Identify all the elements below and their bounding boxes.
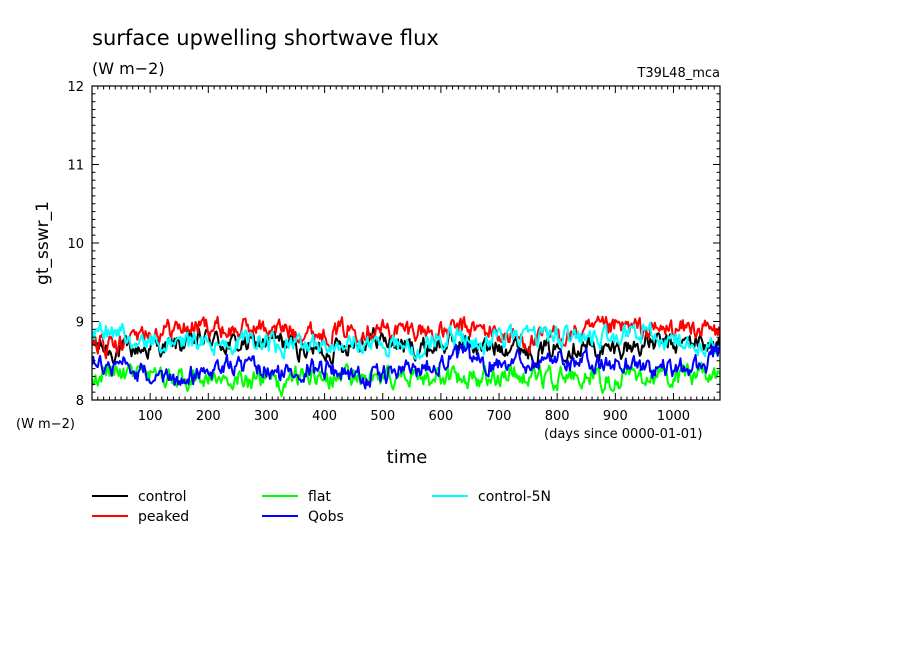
x-tick-label: 300 xyxy=(254,409,279,424)
legend-label-control: control xyxy=(138,489,187,505)
legend-label-peaked: peaked xyxy=(138,509,189,525)
chart-title: surface upwelling shortwave flux xyxy=(92,26,439,50)
plot-lines xyxy=(92,315,720,397)
y-tick-label: 9 xyxy=(76,316,84,331)
x-tick-label: 100 xyxy=(138,409,163,424)
x-tick-label: 700 xyxy=(487,409,512,424)
y-tick-label: 12 xyxy=(67,80,84,95)
legend: control peaked flat control-5N Qobs xyxy=(92,489,551,525)
axis-tick-labels: 100 200 300 400 500 600 700 800 900 1000 8 9 10 11 12 xyxy=(67,80,690,424)
axis-ticks xyxy=(92,86,720,400)
legend-label-control-5N: control-5N xyxy=(478,489,551,505)
legend-label-Qobs: Qobs xyxy=(308,509,344,525)
legend-label-flat: flat xyxy=(308,489,331,505)
x-tick-label: 900 xyxy=(603,409,628,424)
chart-subtitle: (W m−2) xyxy=(92,59,165,78)
y-tick-label: 10 xyxy=(67,237,84,252)
x-tick-label: 500 xyxy=(370,409,395,424)
y-axis-units: (W m−2) xyxy=(16,417,75,432)
x-axis-units: (days since 0000-01-01) xyxy=(544,427,702,442)
x-tick-label: 200 xyxy=(196,409,221,424)
x-tick-label: 400 xyxy=(312,409,337,424)
plot-frame xyxy=(91,85,721,401)
y-tick-label: 11 xyxy=(67,159,84,174)
series-line-peaked xyxy=(92,315,720,360)
run-label: T39L48_mca xyxy=(636,66,720,81)
x-tick-label: 800 xyxy=(545,409,570,424)
x-axis-label: time xyxy=(387,447,428,468)
series-line-flat xyxy=(92,361,720,397)
series-line-Qobs xyxy=(92,342,720,390)
x-tick-label: 1000 xyxy=(657,409,690,424)
x-tick-label: 600 xyxy=(428,409,453,424)
y-tick-label: 8 xyxy=(76,394,84,409)
y-axis-label: gt_sswr_1 xyxy=(33,201,53,285)
series-line-control-5N xyxy=(92,321,720,360)
